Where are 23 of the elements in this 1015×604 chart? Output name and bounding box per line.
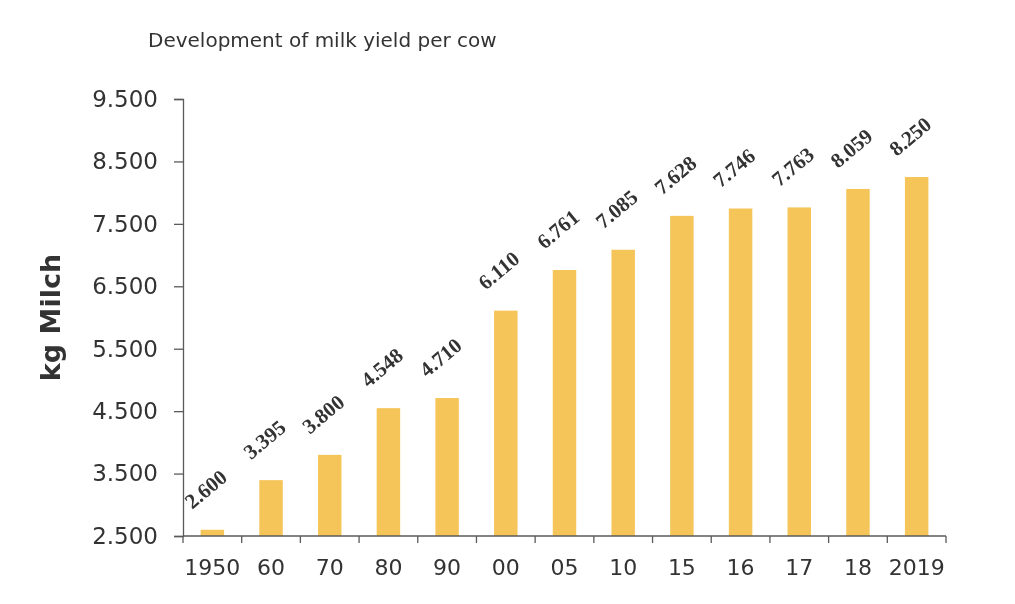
x-tick-label: 60 <box>257 555 286 580</box>
y-tick-label: 6.500 <box>92 273 158 300</box>
y-tick-label: 7.500 <box>92 210 158 237</box>
y-tick-label: 5.500 <box>92 335 158 362</box>
x-tick-label: 1950 <box>184 555 241 580</box>
x-tick-label: 90 <box>433 555 462 580</box>
x-tick-label: 17 <box>785 555 814 580</box>
x-tick-label: 16 <box>726 555 755 580</box>
x-tick-label: 10 <box>609 555 638 580</box>
y-tick-label: 9.500 <box>92 85 158 112</box>
x-tick-label: 2019 <box>888 555 945 580</box>
y-tick-label: 4.500 <box>92 398 158 424</box>
x-tick-label: 15 <box>667 555 696 580</box>
y-tick-label: 3.500 <box>92 460 158 487</box>
y-axis-title: kg Milch <box>35 253 66 382</box>
x-tick-label: 05 <box>550 555 579 580</box>
x-tick-label: 80 <box>374 555 403 580</box>
x-tick-label: 70 <box>315 555 344 580</box>
x-tick-label: 00 <box>491 555 520 580</box>
y-tick-label: 2.500 <box>92 522 158 549</box>
chart-title: Development of milk yield per cow <box>148 28 497 52</box>
x-tick-label: 18 <box>843 555 872 580</box>
y-tick-label: 8.500 <box>92 148 158 175</box>
